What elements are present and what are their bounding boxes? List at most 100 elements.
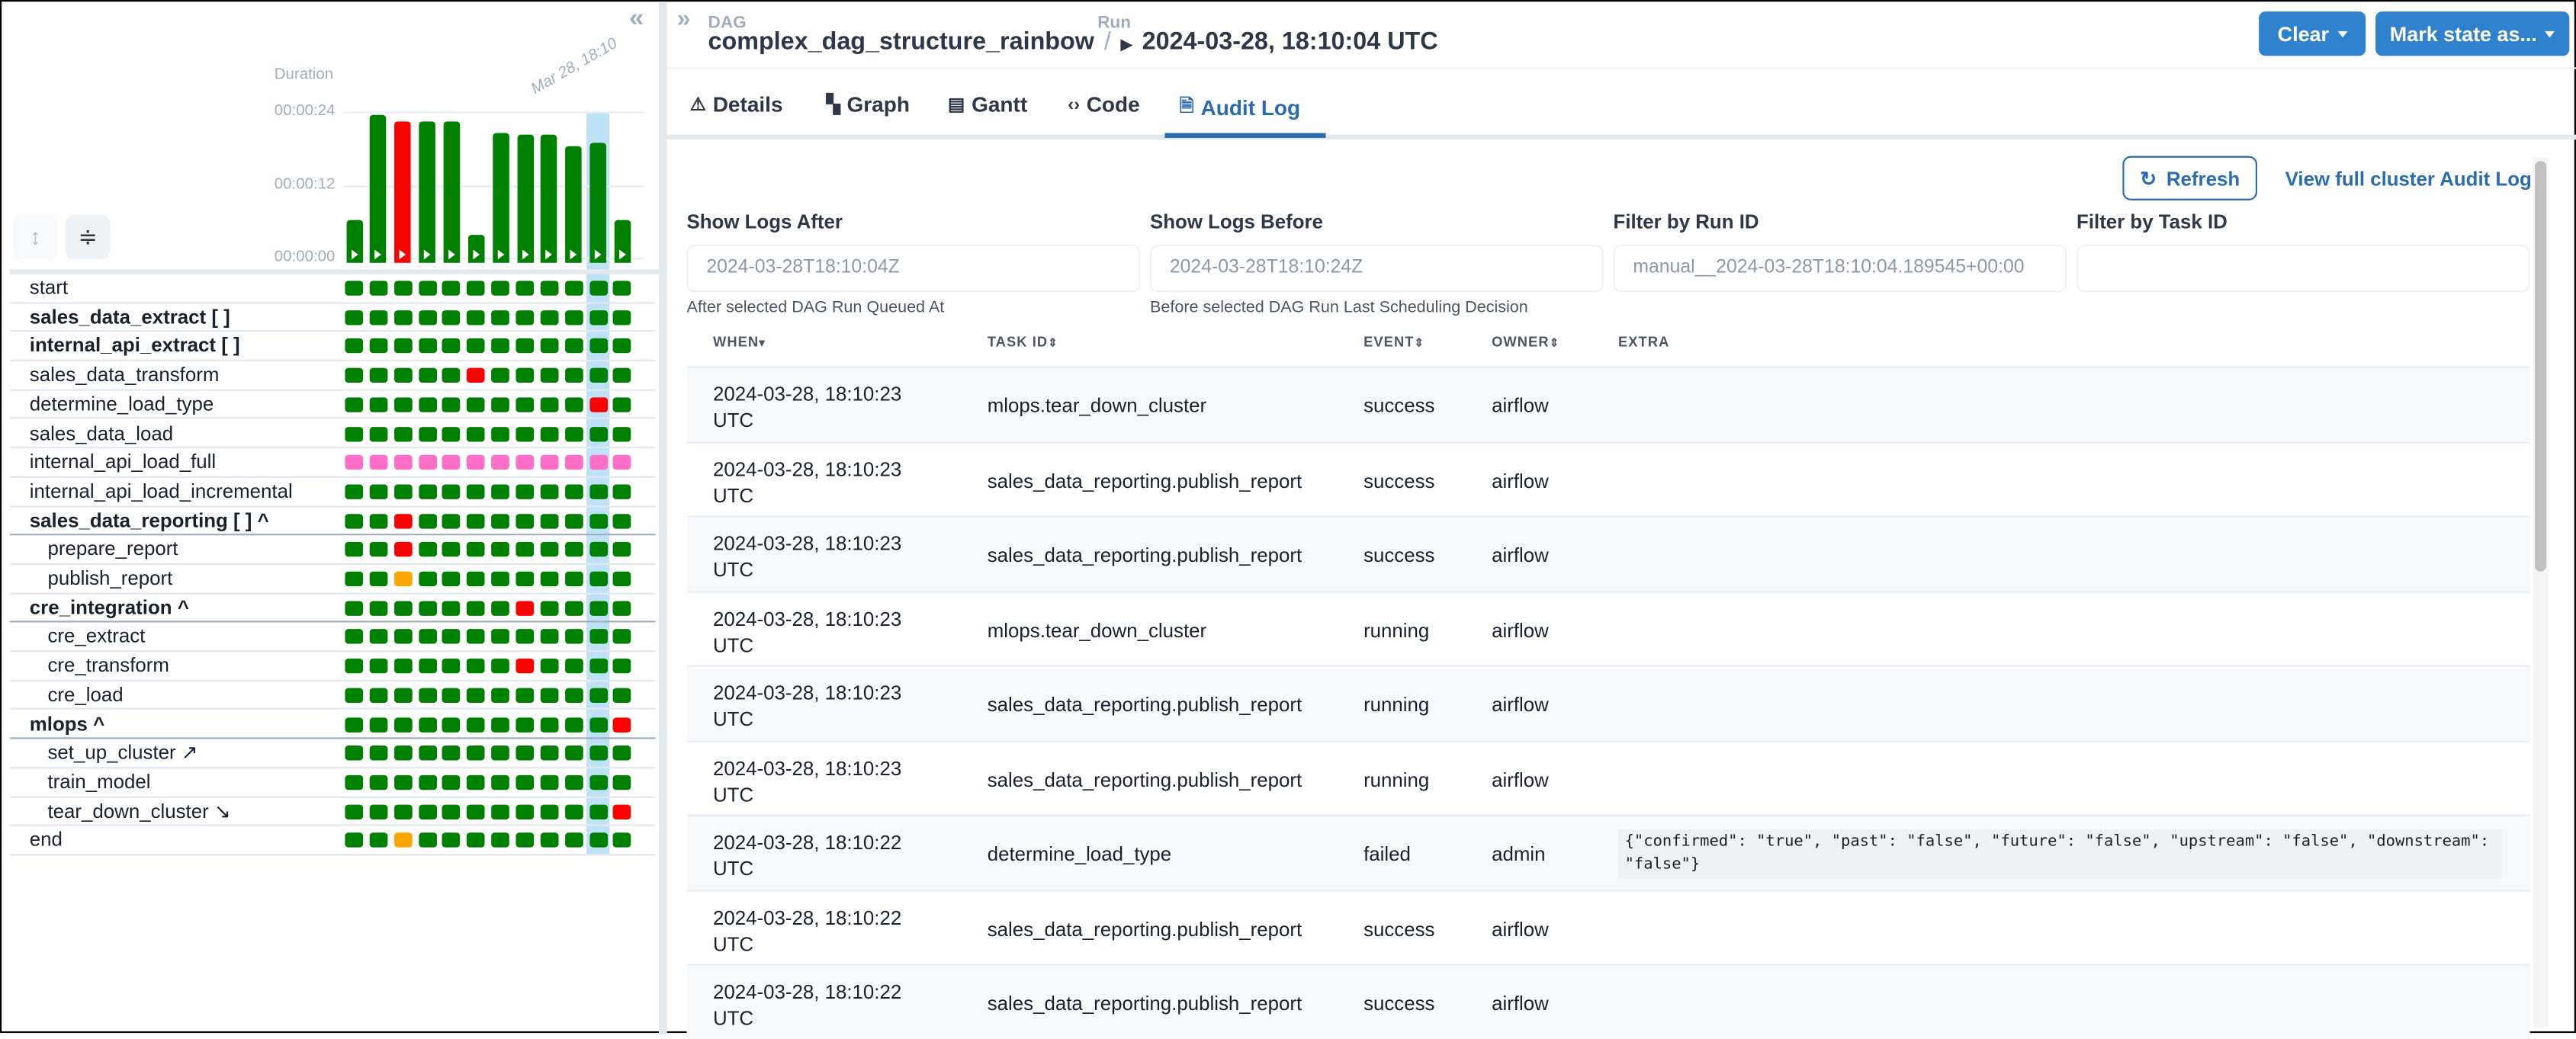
task-instance-cell[interactable] [369, 571, 388, 587]
task-instance-cell[interactable] [369, 309, 388, 325]
task-instance-cell[interactable] [613, 832, 632, 848]
run-id[interactable]: 2024-03-28, 18:10:04 UTC [1142, 27, 1438, 56]
task-instance-cell[interactable] [393, 746, 413, 761]
task-row[interactable]: determine_load_type [9, 390, 656, 420]
task-instance-cell[interactable] [467, 600, 486, 616]
task-instance-cell[interactable] [393, 281, 413, 296]
task-instance-cell[interactable] [369, 803, 388, 819]
task-instance-cell[interactable] [613, 367, 632, 383]
task-instance-cell[interactable] [589, 338, 608, 354]
task-row[interactable]: start [9, 274, 656, 303]
duration-bar[interactable] [394, 120, 412, 263]
task-instance-cell[interactable] [442, 774, 461, 790]
task-instance-cell[interactable] [345, 484, 364, 499]
task-instance-cell[interactable] [516, 281, 535, 296]
task-instance-cell[interactable] [613, 659, 632, 674]
task-instance-cell[interactable] [393, 688, 413, 703]
duration-bar[interactable] [565, 146, 583, 263]
task-instance-cell[interactable] [442, 396, 461, 412]
task-instance-cell[interactable] [540, 484, 559, 499]
task-instance-cell[interactable] [418, 542, 437, 557]
task-instance-cell[interactable] [467, 746, 486, 761]
task-instance-cell[interactable] [467, 367, 486, 383]
task-instance-cell[interactable] [369, 396, 388, 412]
task-instance-cell[interactable] [467, 542, 486, 557]
task-instance-cell[interactable] [516, 542, 535, 557]
task-instance-cell[interactable] [418, 455, 437, 470]
task-name[interactable]: cre_load [47, 682, 124, 706]
task-instance-cell[interactable] [564, 367, 583, 383]
task-row[interactable]: mlops ^ [9, 710, 656, 739]
task-instance-cell[interactable] [564, 774, 583, 790]
task-instance-cell[interactable] [613, 571, 632, 587]
task-instance-cell[interactable] [467, 455, 486, 470]
task-instance-cell[interactable] [393, 338, 413, 354]
task-instance-cell[interactable] [345, 281, 364, 296]
task-row[interactable]: internal_api_load_incremental [9, 478, 656, 507]
task-instance-cell[interactable] [393, 717, 413, 732]
task-instance-cell[interactable] [418, 513, 437, 528]
task-instance-cell[interactable] [393, 513, 413, 528]
task-instance-cell[interactable] [564, 426, 583, 441]
task-instance-cell[interactable] [345, 309, 364, 325]
task-instance-cell[interactable] [613, 803, 632, 819]
task-row[interactable]: sales_data_transform [9, 361, 656, 391]
task-instance-cell[interactable] [418, 338, 437, 354]
task-instance-cell[interactable] [345, 367, 364, 383]
task-row[interactable]: tear_down_cluster ↘ [9, 797, 656, 827]
task-instance-cell[interactable] [613, 513, 632, 528]
task-row[interactable]: set_up_cluster ↗ [9, 739, 656, 768]
task-instance-cell[interactable] [564, 396, 583, 412]
task-instance-cell[interactable] [516, 367, 535, 383]
task-instance-cell[interactable] [613, 309, 632, 325]
task-instance-cell[interactable] [589, 309, 608, 325]
task-name[interactable]: set_up_cluster ↗ [47, 740, 198, 765]
task-instance-cell[interactable] [467, 717, 486, 732]
task-instance-cell[interactable] [589, 367, 608, 383]
task-instance-cell[interactable] [564, 513, 583, 528]
task-instance-cell[interactable] [491, 484, 510, 499]
task-instance-cell[interactable] [418, 367, 437, 383]
task-instance-cell[interactable] [516, 426, 535, 441]
task-instance-cell[interactable] [540, 542, 559, 557]
task-instance-cell[interactable] [442, 803, 461, 819]
task-name[interactable]: start [29, 275, 69, 300]
column-header-task-id[interactable]: TASK ID⇕ [987, 333, 1058, 350]
task-instance-cell[interactable] [442, 309, 461, 325]
task-instance-cell[interactable] [442, 367, 461, 383]
task-instance-cell[interactable] [345, 688, 364, 703]
task-row[interactable]: internal_api_extract [ ] [9, 332, 656, 362]
task-instance-cell[interactable] [564, 717, 583, 732]
task-instance-cell[interactable] [589, 571, 608, 587]
task-instance-cell[interactable] [516, 717, 535, 732]
task-instance-cell[interactable] [540, 803, 559, 819]
task-instance-cell[interactable] [369, 484, 388, 499]
task-instance-cell[interactable] [442, 746, 461, 761]
task-instance-cell[interactable] [345, 396, 364, 412]
task-instance-cell[interactable] [418, 803, 437, 819]
task-instance-cell[interactable] [418, 659, 437, 674]
task-instance-cell[interactable] [369, 367, 388, 383]
task-instance-cell[interactable] [564, 338, 583, 354]
task-instance-cell[interactable] [540, 832, 559, 848]
task-instance-cell[interactable] [369, 832, 388, 848]
task-instance-cell[interactable] [516, 629, 535, 645]
task-instance-cell[interactable] [393, 542, 413, 557]
task-instance-cell[interactable] [613, 629, 632, 645]
column-header-owner[interactable]: OWNER⇕ [1492, 333, 1560, 350]
task-instance-cell[interactable] [589, 774, 608, 790]
panel-resize-handle[interactable] [658, 2, 667, 1035]
task-instance-cell[interactable] [516, 600, 535, 616]
task-instance-cell[interactable] [393, 396, 413, 412]
duration-bar[interactable] [614, 220, 631, 263]
task-instance-cell[interactable] [369, 426, 388, 441]
task-instance-cell[interactable] [540, 367, 559, 383]
task-instance-cell[interactable] [345, 542, 364, 557]
task-instance-cell[interactable] [540, 309, 559, 325]
tab-graph[interactable]: ▚ Graph [826, 91, 910, 117]
task-instance-cell[interactable] [516, 513, 535, 528]
task-instance-cell[interactable] [491, 396, 510, 412]
task-row[interactable]: train_model [9, 768, 656, 798]
task-instance-cell[interactable] [491, 426, 510, 441]
column-header-event[interactable]: EVENT⇕ [1363, 333, 1425, 350]
